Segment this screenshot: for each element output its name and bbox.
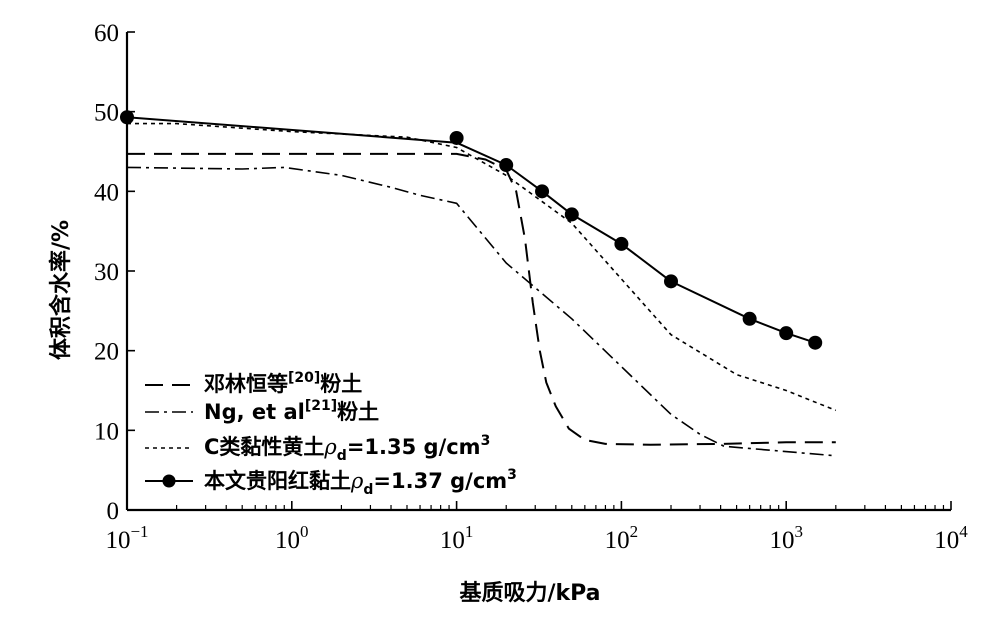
legend-sub-c-loess: d bbox=[337, 448, 347, 464]
legend-sup-guiyang: 3 bbox=[507, 467, 517, 483]
x-tick-label: 103 bbox=[769, 522, 803, 554]
legend: 邓林恒等[20]粉土 Ng, et al[21]粉土 C类黏性黄土ρd=1.35… bbox=[145, 370, 517, 498]
legend-label-guiyang: 本文贵阳红黏土 bbox=[204, 469, 351, 493]
x-tick-label: 102 bbox=[605, 522, 639, 554]
series-layer bbox=[120, 110, 837, 457]
y-tick-label: 50 bbox=[94, 100, 119, 127]
data-point-guiyang bbox=[664, 274, 679, 289]
legend-rho-c-loess: ρ bbox=[323, 435, 337, 459]
x-tick-label: 104 bbox=[934, 522, 968, 554]
data-point-guiyang bbox=[449, 130, 464, 145]
svg-text:C类黏性黄土ρd=1.35 g/cm3: C类黏性黄土ρd=1.35 g/cm3 bbox=[204, 433, 490, 464]
legend-ref-ng: [21] bbox=[305, 398, 337, 414]
legend-item-deng: 邓林恒等[20]粉土 bbox=[145, 370, 362, 396]
x-axis-title: 基质吸力/kPa bbox=[459, 581, 600, 606]
legend-label-c-loess: C类黏性黄土 bbox=[204, 435, 324, 459]
series-line-c-loess bbox=[127, 122, 837, 412]
data-point-guiyang bbox=[779, 326, 794, 341]
svg-text:Ng, et al[21]粉土: Ng, et al[21]粉土 bbox=[204, 398, 379, 424]
x-tick-label: 100 bbox=[275, 522, 309, 554]
data-point-guiyang bbox=[499, 158, 514, 173]
legend-item-c-loess: C类黏性黄土ρd=1.35 g/cm3 bbox=[145, 433, 490, 464]
legend-label-ng: Ng, et al bbox=[204, 400, 305, 424]
y-axis-title: 体积含水率/% bbox=[48, 220, 74, 360]
legend-sup-c-loess: 3 bbox=[481, 433, 491, 449]
series-line-ng bbox=[126, 166, 836, 457]
x-tick-label: 10−1 bbox=[105, 522, 148, 554]
x-ticks: 10−1 100 101 102 103 104 bbox=[105, 501, 968, 554]
y-tick-label: 0 bbox=[107, 498, 120, 525]
legend-item-ng: Ng, et al[21]粉土 bbox=[145, 398, 379, 424]
legend-suffix-deng: 粉土 bbox=[320, 372, 362, 396]
series-line-deng bbox=[127, 152, 836, 446]
data-point-guiyang bbox=[614, 236, 629, 251]
y-tick-label: 30 bbox=[94, 259, 119, 286]
data-point-guiyang bbox=[564, 207, 579, 222]
y-tick-label: 20 bbox=[94, 339, 119, 366]
data-point-guiyang bbox=[808, 335, 823, 350]
data-point-guiyang bbox=[535, 184, 550, 199]
data-point-guiyang bbox=[742, 311, 757, 326]
legend-rho-guiyang: ρ bbox=[350, 469, 364, 493]
x-tick-label: 101 bbox=[440, 522, 474, 554]
legend-value-c-loess: =1.35 g/cm bbox=[347, 435, 481, 459]
legend-ref-deng: [20] bbox=[288, 370, 320, 386]
legend-suffix-ng: 粉土 bbox=[337, 400, 379, 424]
y-tick-label: 60 bbox=[94, 20, 119, 47]
y-tick-label: 40 bbox=[94, 179, 119, 206]
legend-item-guiyang: 本文贵阳红黏土ρd=1.37 g/cm3 bbox=[145, 467, 517, 498]
svg-text:邓林恒等[20]粉土: 邓林恒等[20]粉土 bbox=[204, 370, 362, 396]
legend-value-guiyang: =1.37 g/cm bbox=[373, 469, 507, 493]
legend-sub-guiyang: d bbox=[363, 482, 373, 498]
series-line-guiyang bbox=[126, 116, 816, 344]
y-ticks: 0 10 20 30 40 50 60 bbox=[94, 20, 135, 525]
y-tick-label: 10 bbox=[94, 418, 119, 445]
legend-marker-guiyang bbox=[162, 474, 176, 488]
data-point-guiyang bbox=[120, 110, 134, 125]
svg-text:本文贵阳红黏土ρd=1.37 g/cm3: 本文贵阳红黏土ρd=1.37 g/cm3 bbox=[204, 467, 517, 498]
legend-label-deng: 邓林恒等 bbox=[204, 372, 288, 396]
